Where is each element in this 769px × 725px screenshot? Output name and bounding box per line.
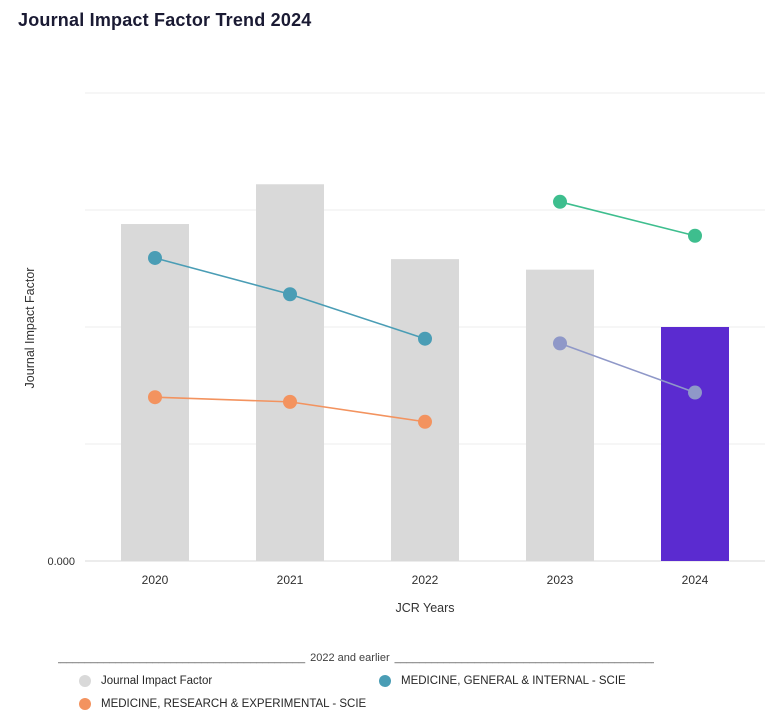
chart-legend: ________________________________________… xyxy=(58,652,654,710)
data-point-0-2021[interactable] xyxy=(283,287,297,302)
trend-line-3 xyxy=(559,342,696,394)
legend-dot-teal xyxy=(379,675,391,687)
separator-dashes-left: ________________________________________… xyxy=(58,652,306,664)
legend-item-journal-impact-factor[interactable]: Journal Impact Factor xyxy=(79,675,379,687)
legend-item-label: MEDICINE, RESEARCH & EXPERIMENTAL - SCIE xyxy=(101,698,367,710)
data-point-0-2022[interactable] xyxy=(418,331,432,346)
x-tick-2024: 2024 xyxy=(682,573,709,587)
x-tick-2020: 2020 xyxy=(142,573,169,587)
bar-2021[interactable] xyxy=(256,184,324,561)
x-axis-title: JCR Years xyxy=(395,601,454,615)
bar-2022[interactable] xyxy=(391,259,459,561)
bar-2024[interactable] xyxy=(661,327,729,561)
data-point-2-2024[interactable] xyxy=(688,228,702,243)
bar-2023[interactable] xyxy=(526,269,594,561)
legend-items: Journal Impact Factor MEDICINE, GENERAL … xyxy=(79,675,654,710)
legend-item-label: MEDICINE, GENERAL & INTERNAL - SCIE xyxy=(401,675,626,687)
data-point-3-2024[interactable] xyxy=(688,385,702,400)
y-tick-zero: 0.000 xyxy=(47,556,75,568)
legend-item-medicine-general-internal[interactable]: MEDICINE, GENERAL & INTERNAL - SCIE xyxy=(379,675,654,687)
legend-item-label: Journal Impact Factor xyxy=(101,675,213,687)
data-point-2-2023[interactable] xyxy=(553,194,567,209)
x-tick-2021: 2021 xyxy=(277,573,304,587)
x-tick-2022: 2022 xyxy=(412,573,439,587)
data-point-0-2020[interactable] xyxy=(148,250,162,265)
data-point-1-2022[interactable] xyxy=(418,414,432,429)
separator-dashes-right: ________________________________________… xyxy=(394,652,654,664)
impact-factor-chart: 0.000 2020 2021 2022 2023 2024 JCR Years Journa… xyxy=(23,92,765,615)
data-point-1-2021[interactable] xyxy=(283,394,297,409)
legend-group-label: 2022 and earlier xyxy=(310,652,390,664)
chart-title: Journal Impact Factor Trend 2024 xyxy=(18,10,312,30)
legend-dot-orange xyxy=(79,698,91,710)
x-tick-2023: 2023 xyxy=(547,573,574,587)
legend-item-medicine-research-experimental[interactable]: MEDICINE, RESEARCH & EXPERIMENTAL - SCIE xyxy=(79,698,379,710)
data-point-1-2020[interactable] xyxy=(148,390,162,405)
trend-line-2 xyxy=(559,201,696,237)
legend-dot-gray xyxy=(79,675,91,687)
y-axis-title: Journal Impact Factor xyxy=(23,268,37,389)
data-point-3-2023[interactable] xyxy=(553,336,567,351)
legend-group-separator: ________________________________________… xyxy=(58,652,654,664)
